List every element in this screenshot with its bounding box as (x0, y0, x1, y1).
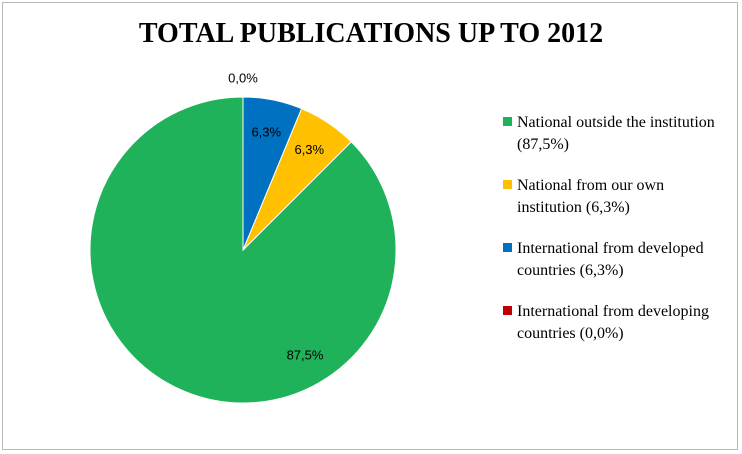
legend-swatch (503, 306, 512, 315)
legend-swatch (503, 243, 512, 252)
legend-item: International from developed countries (… (503, 238, 733, 282)
legend-label: National from our own institution (6,3%) (517, 177, 665, 216)
legend-swatch (503, 180, 512, 189)
legend-item: National outside the institution (87,5%) (503, 112, 733, 156)
legend: National outside the institution (87,5%)… (503, 112, 733, 364)
data-label: 0,0% (228, 70, 258, 85)
chart-title: TOTAL PUBLICATIONS UP TO 2012 (138, 18, 604, 49)
data-label: 6,3% (294, 142, 324, 157)
data-label: 6,3% (251, 124, 281, 139)
data-label: 87,5% (287, 347, 324, 362)
legend-label: National outside the institution (87,5%) (517, 114, 715, 153)
legend-item: National from our own institution (6,3%) (503, 175, 733, 219)
legend-swatch (503, 117, 512, 126)
legend-item: International from developing countries … (503, 301, 733, 345)
legend-label: International from developed countries (… (517, 240, 704, 279)
legend-label: International from developing countries … (517, 303, 709, 342)
